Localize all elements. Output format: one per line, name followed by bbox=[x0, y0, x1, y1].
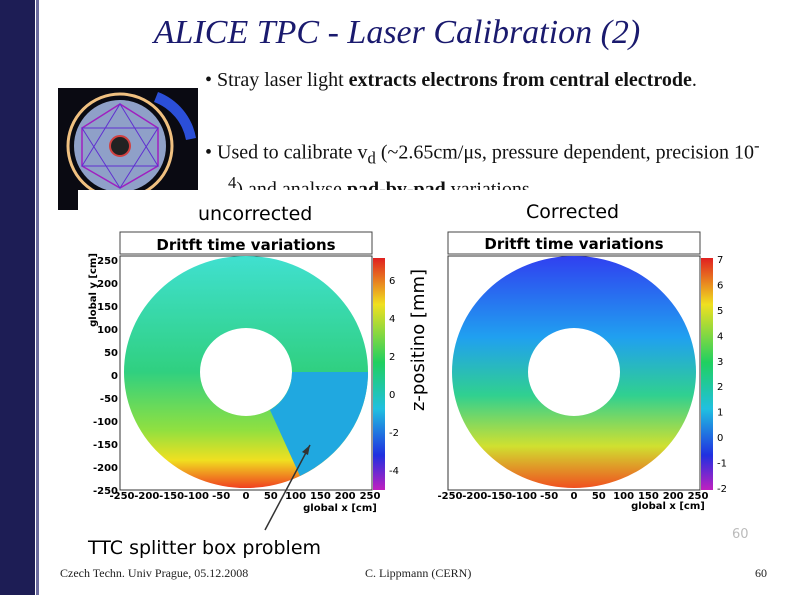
x-tick-label: -100 bbox=[184, 491, 209, 502]
x-tick-label: 250 bbox=[688, 491, 709, 502]
colorbar-tick-label: -1 bbox=[717, 459, 727, 470]
x-tick-label: 0 bbox=[571, 491, 578, 502]
y-tick-label: -250 bbox=[93, 486, 118, 497]
panel-label: Corrected bbox=[526, 201, 619, 223]
colorbar-tick-label: 2 bbox=[717, 382, 723, 393]
colorbar bbox=[701, 258, 713, 490]
superscript: -4 bbox=[228, 136, 760, 192]
colorbar-tick-label: 0 bbox=[717, 433, 723, 444]
colorbar-tick-label: 6 bbox=[389, 276, 395, 287]
x-tick-label: 150 bbox=[310, 491, 331, 502]
x-tick-label: 0 bbox=[243, 491, 250, 502]
colorbar-tick-label: 3 bbox=[717, 357, 723, 368]
plot-title-box bbox=[447, 231, 701, 255]
x-tick-label: -50 bbox=[540, 491, 558, 502]
annotation: TTC splitter box problem bbox=[87, 537, 321, 559]
annotation-arrow bbox=[264, 444, 311, 531]
y-tick-label: 0 bbox=[111, 371, 118, 382]
colorbar-tick-label: -2 bbox=[717, 484, 727, 495]
x-tick-label: -200 bbox=[462, 491, 487, 502]
colorbar-tick-label: 4 bbox=[389, 314, 395, 325]
side-bar bbox=[0, 0, 35, 595]
x-tick-label: 50 bbox=[592, 491, 606, 502]
x-tick-label: -250 bbox=[437, 491, 462, 502]
faint-page-number: 60 bbox=[732, 527, 749, 542]
footer-center: C. Lippmann (CERN) bbox=[365, 566, 472, 580]
bullet-text: (~2.65cm/μs, pressure dependent, precisi… bbox=[375, 141, 754, 164]
axis-label: global x [cm] bbox=[303, 503, 377, 514]
slide-title: ALICE TPC - Laser Calibration (2) bbox=[153, 14, 641, 51]
bullet: • Used to calibrate vd (~2.65cm/μs, pres… bbox=[205, 136, 760, 201]
bullet-text: Stray laser light bbox=[217, 69, 349, 91]
bullet-bold: extracts electrons from central electrod… bbox=[348, 69, 692, 91]
plot-title: Dritft time variations bbox=[156, 236, 335, 254]
y-tick-label: -200 bbox=[93, 463, 118, 474]
colorbar-tick-label: -4 bbox=[389, 466, 399, 477]
colorbar-tick-label: 2 bbox=[389, 352, 395, 363]
y-tick-label: 100 bbox=[97, 325, 118, 336]
page-number: 60 bbox=[755, 566, 767, 580]
blue-sector bbox=[246, 372, 368, 476]
y-tick-label: 250 bbox=[97, 256, 118, 267]
side-line bbox=[36, 0, 39, 595]
x-tick-label: -100 bbox=[512, 491, 537, 502]
colorbar-tick-label: -2 bbox=[389, 428, 399, 439]
x-tick-label: 100 bbox=[613, 491, 634, 502]
y-tick-label: 150 bbox=[97, 302, 118, 313]
y-tick-label: 200 bbox=[97, 279, 118, 290]
colorbar-tick-label: 6 bbox=[717, 280, 723, 291]
x-tick-label: -200 bbox=[134, 491, 159, 502]
colorbar-tick-label: 7 bbox=[717, 255, 723, 266]
colorbar bbox=[373, 258, 385, 490]
arrow-head bbox=[302, 445, 310, 455]
x-tick-label: -150 bbox=[159, 491, 184, 502]
axis-label: global y [cm] bbox=[88, 253, 99, 327]
bullet-text: . bbox=[691, 69, 697, 91]
y-tick-label: -150 bbox=[93, 440, 118, 451]
x-tick-label: 150 bbox=[638, 491, 659, 502]
subscript: d bbox=[367, 148, 376, 168]
colorbar-tick-label: 1 bbox=[717, 408, 723, 419]
panel-label: uncorrected bbox=[198, 203, 312, 225]
x-tick-label: 200 bbox=[335, 491, 356, 502]
colorbar-tick-label: 4 bbox=[717, 331, 723, 342]
y-tick-label: -100 bbox=[93, 417, 118, 428]
x-tick-label: -150 bbox=[487, 491, 512, 502]
drift-map-corrected bbox=[452, 256, 696, 488]
y-tick-label: -50 bbox=[100, 394, 118, 405]
y-tick-label: 50 bbox=[104, 348, 118, 359]
x-tick-label: 100 bbox=[285, 491, 306, 502]
colorbar-label: z-positino [mm] bbox=[408, 269, 429, 411]
axis-label: global x [cm] bbox=[631, 501, 705, 512]
footer-left: Czech Techn. Univ Prague, 05.12.2008 bbox=[60, 566, 249, 580]
plot-title-box bbox=[119, 231, 373, 255]
bullet-text: Used to calibrate v bbox=[217, 141, 368, 164]
x-tick-label: -50 bbox=[212, 491, 230, 502]
plot-title: Dritft time variations bbox=[484, 235, 663, 253]
x-tick-label: -250 bbox=[109, 491, 134, 502]
x-tick-label: 250 bbox=[360, 491, 381, 502]
tpc-wheel-image bbox=[58, 88, 198, 210]
bullet: • Stray laser light extracts electrons f… bbox=[205, 69, 697, 91]
x-tick-label: 200 bbox=[663, 491, 684, 502]
x-tick-label: 50 bbox=[264, 491, 278, 502]
colorbar-tick-label: 0 bbox=[389, 390, 395, 401]
colorbar-tick-label: 5 bbox=[717, 306, 723, 317]
